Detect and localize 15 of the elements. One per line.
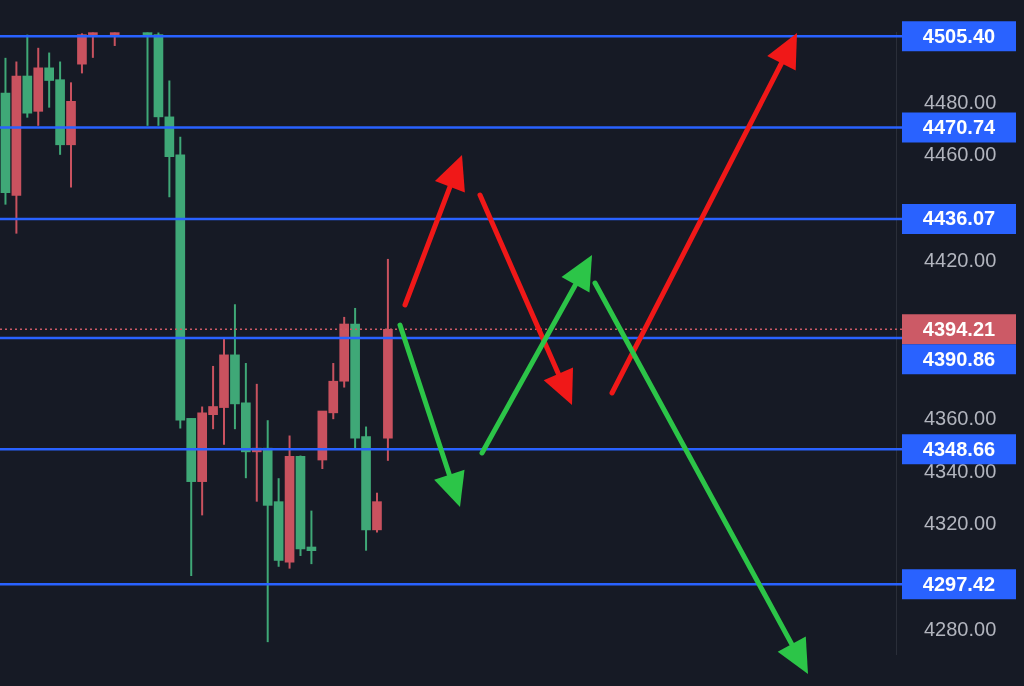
candlestick bbox=[142, 32, 153, 127]
y-tick-label: 4360.00 bbox=[924, 406, 997, 429]
ref-line-label: 4470.74 bbox=[922, 116, 997, 139]
y-tick-label: 4460.00 bbox=[924, 143, 997, 166]
y-tick-label: 4280.00 bbox=[924, 617, 997, 640]
y-tick-label: 4480.00 bbox=[924, 90, 997, 113]
y-tick-label: 4340.00 bbox=[924, 459, 997, 482]
y-tick-label: 4420.00 bbox=[924, 248, 997, 271]
ref-line-label: 4436.07 bbox=[922, 207, 996, 230]
ref-line-label: 4348.66 bbox=[922, 437, 996, 460]
y-tick-label: 4320.00 bbox=[924, 512, 997, 535]
ref-line-label: 4505.40 bbox=[922, 24, 996, 47]
ref-line-label: 4297.42 bbox=[922, 572, 996, 595]
ref-line-label: 4394.21 bbox=[922, 317, 996, 340]
ref-line-label: 4390.86 bbox=[922, 347, 996, 370]
